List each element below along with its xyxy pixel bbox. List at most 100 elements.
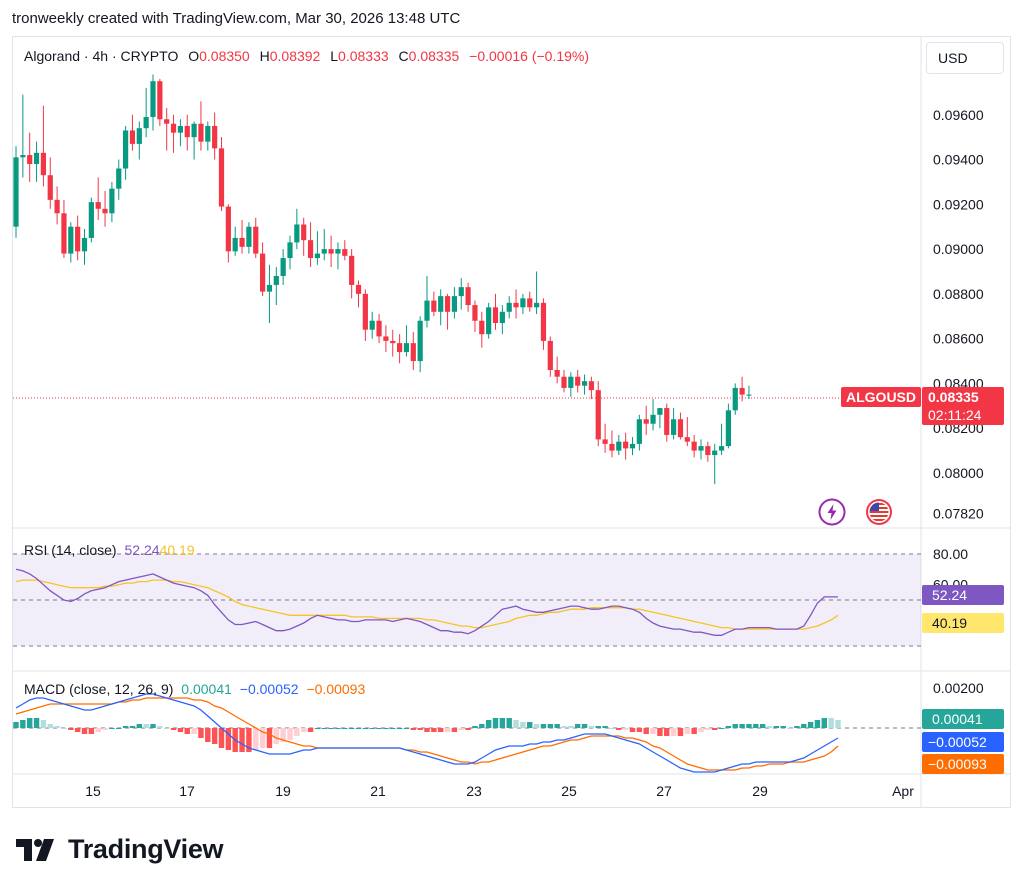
macd-histogram-bar (677, 728, 684, 736)
candle-body (205, 125, 211, 142)
candle (732, 383, 738, 415)
macd-histogram-bar (801, 724, 807, 728)
candle (355, 280, 362, 308)
chart-frame[interactable] (12, 36, 1011, 808)
time-tick-label: 21 (370, 783, 386, 799)
candle-body (75, 226, 81, 252)
candle-body (136, 128, 142, 144)
candle (191, 121, 197, 160)
candle-body (246, 226, 252, 247)
candle (328, 235, 334, 268)
candle-body (438, 296, 444, 312)
candle-body (575, 376, 581, 386)
candle-body (629, 443, 636, 449)
macd-histogram-bar (581, 724, 588, 728)
candle (314, 231, 320, 265)
candle (13, 146, 19, 238)
macd-histogram-bar (301, 728, 307, 732)
candle-body (712, 450, 718, 456)
candle-body (150, 81, 156, 118)
candle (636, 414, 642, 451)
macd-histogram-bar (20, 720, 26, 728)
candle-body (191, 123, 197, 138)
currency-button[interactable]: USD (926, 42, 1004, 74)
candle-body (129, 130, 136, 144)
macd-histogram-bar (136, 724, 142, 728)
price-tick-label: 0.09200 (933, 196, 984, 212)
candle-body (301, 224, 307, 241)
macd-histogram-bar (609, 728, 615, 729)
candle-body (636, 419, 642, 444)
candle-body (390, 340, 396, 344)
macd-histogram-bar (794, 726, 800, 728)
candle (61, 199, 67, 259)
macd-histogram-bar (472, 726, 478, 728)
candle (444, 293, 451, 330)
macd-histogram-bar (170, 728, 177, 730)
time-tick-label: 19 (275, 783, 291, 799)
candle-body (13, 157, 19, 227)
time-tick-label: 17 (179, 783, 195, 799)
candle-body (266, 284, 273, 292)
candle-body (417, 320, 423, 362)
tradingview-logo[interactable]: TradingView (16, 834, 224, 865)
candle-body (54, 199, 60, 214)
macd-histogram-bar (383, 728, 389, 729)
rsi-label[interactable]: RSI (14, close) (24, 542, 117, 558)
price-tick-label: 0.09000 (933, 241, 984, 257)
candle-body (307, 240, 314, 259)
macd-histogram-bar (294, 728, 300, 736)
candle-body (602, 439, 608, 444)
candle (81, 228, 88, 265)
candle-body (616, 441, 622, 451)
macd-histogram-bar (540, 724, 547, 728)
macd-histogram-bar (335, 728, 341, 729)
macd-histogram-bar (444, 728, 451, 732)
macd-line-value: −0.00052 (239, 681, 299, 697)
macd-histogram-bar (328, 728, 334, 729)
candle-body (212, 125, 218, 149)
candle (472, 300, 478, 332)
candle (650, 399, 656, 431)
candle-body (260, 253, 266, 292)
macd-label[interactable]: MACD (close, 12, 26, 9) (24, 681, 174, 697)
price-tick-label: 0.08600 (933, 331, 984, 347)
candle-body (287, 242, 293, 259)
lightning-icon[interactable] (818, 498, 846, 526)
macd-signal-tag: −0.00093 (922, 754, 1004, 774)
us-flag-icon[interactable] (865, 498, 893, 526)
candle-body (486, 307, 492, 335)
macd-histogram-bar (27, 718, 33, 728)
candle (609, 430, 615, 458)
candle-body (342, 249, 348, 256)
macd-histogram-bar (390, 728, 396, 729)
candle (75, 215, 81, 261)
macd-histogram-bar (561, 726, 567, 728)
macd-histogram-bar (835, 720, 841, 728)
macd-histogram-bar (225, 728, 232, 750)
candle-body (547, 340, 553, 370)
macd-histogram-bar (246, 728, 252, 752)
macd-tick-label: 0.00200 (933, 680, 984, 696)
macd-histogram-bar (465, 728, 471, 730)
symbol-label[interactable]: Algorand · 4h · CRYPTO (24, 48, 179, 64)
macd-histogram-bar (684, 728, 690, 734)
macd-histogram-bar (746, 724, 752, 728)
candle (739, 376, 745, 402)
candle (218, 137, 225, 212)
candle (157, 78, 163, 126)
candle-body (725, 410, 731, 447)
candle-body (157, 81, 163, 120)
macd-histogram-bar (499, 718, 506, 728)
macd-histogram-bar (13, 722, 19, 728)
candle (109, 181, 115, 223)
macd-histogram-bar (417, 728, 423, 730)
macd-histogram-bar (520, 722, 526, 728)
candle-body (33, 152, 40, 165)
candle (95, 177, 101, 220)
macd-histogram-bar (321, 728, 327, 729)
candle (527, 291, 533, 312)
candle-body (527, 298, 533, 308)
price-tick-label: 0.09600 (933, 107, 984, 123)
